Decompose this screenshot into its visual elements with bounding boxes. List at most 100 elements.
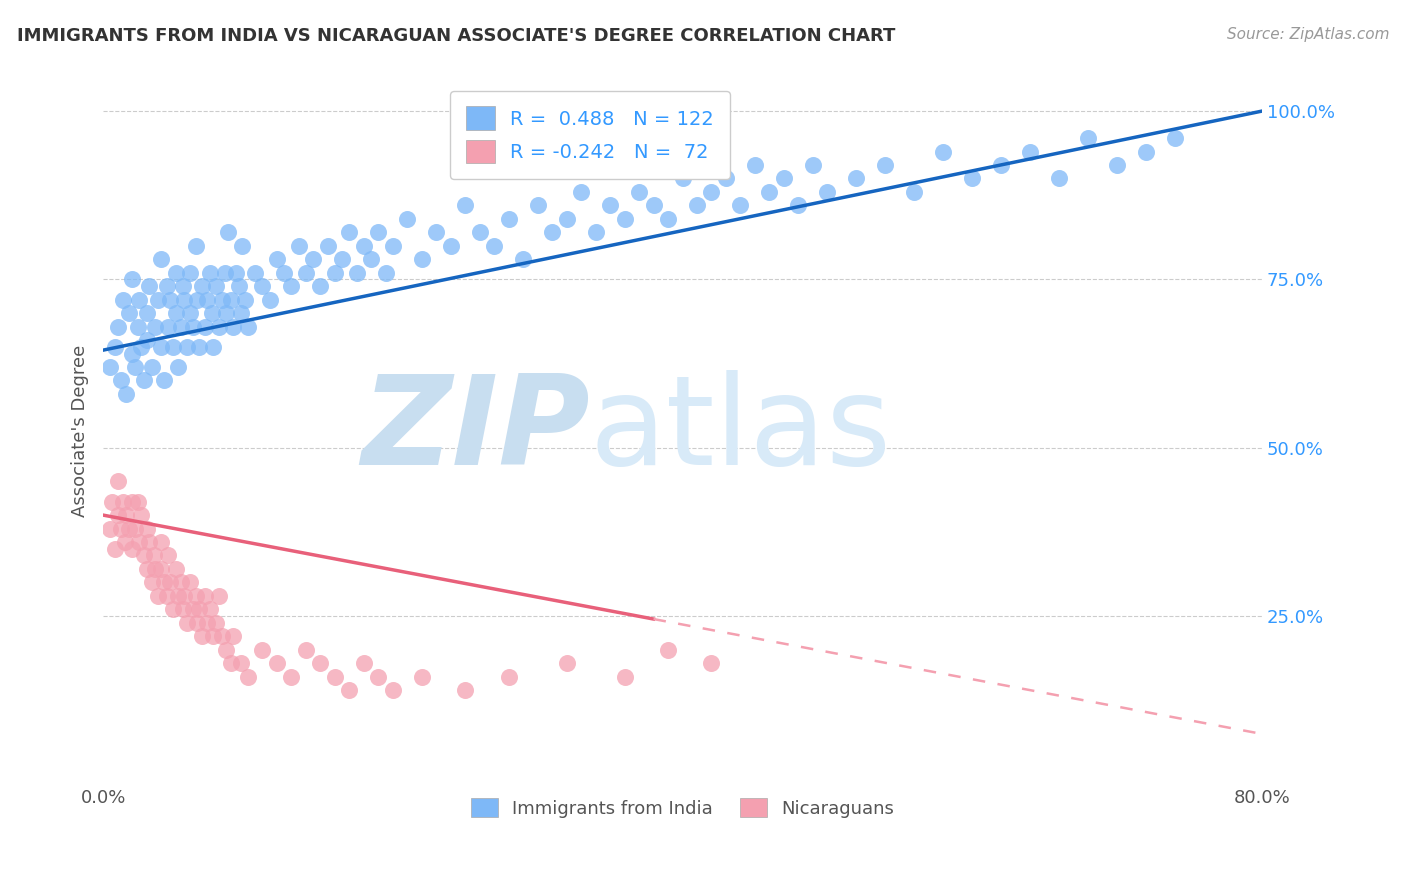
Point [184, 239, 207, 253]
Point [170, 319, 193, 334]
Point [222, 629, 245, 643]
Point [903, 185, 925, 199]
Point [129, 340, 152, 354]
Point [110, 373, 132, 387]
Point [323, 670, 346, 684]
Point [367, 670, 389, 684]
Point [167, 589, 190, 603]
Point [330, 252, 353, 267]
Point [176, 615, 198, 630]
Point [181, 319, 204, 334]
Point [585, 225, 607, 239]
Point [135, 522, 157, 536]
Point [845, 171, 868, 186]
Point [337, 683, 360, 698]
Point [170, 575, 193, 590]
Point [150, 562, 173, 576]
Point [112, 494, 135, 508]
Point [309, 657, 332, 671]
Point [440, 239, 463, 253]
Point [142, 549, 165, 563]
Point [107, 475, 129, 489]
Point [787, 198, 810, 212]
Point [468, 225, 491, 239]
Point [146, 293, 169, 307]
Point [215, 306, 238, 320]
Text: Source: ZipAtlas.com: Source: ZipAtlas.com [1226, 27, 1389, 42]
Point [287, 239, 309, 253]
Point [815, 185, 838, 199]
Point [555, 657, 578, 671]
Point [700, 657, 723, 671]
Point [193, 589, 215, 603]
Point [190, 279, 212, 293]
Point [157, 319, 180, 334]
Point [146, 589, 169, 603]
Point [156, 279, 179, 293]
Point [730, 198, 752, 212]
Point [219, 657, 242, 671]
Point [187, 602, 209, 616]
Point [1105, 158, 1128, 172]
Point [229, 657, 252, 671]
Point [295, 266, 318, 280]
Y-axis label: Associate's Degree: Associate's Degree [72, 345, 89, 517]
Point [186, 615, 208, 630]
Point [245, 266, 267, 280]
Point [124, 522, 146, 536]
Point [153, 373, 176, 387]
Point [127, 494, 149, 508]
Point [202, 629, 225, 643]
Point [208, 319, 231, 334]
Point [173, 589, 195, 603]
Point [104, 340, 127, 354]
Point [135, 562, 157, 576]
Point [381, 683, 404, 698]
Point [700, 185, 723, 199]
Point [179, 575, 201, 590]
Point [295, 642, 318, 657]
Point [228, 279, 250, 293]
Point [273, 266, 295, 280]
Point [143, 319, 166, 334]
Point [222, 319, 245, 334]
Point [744, 158, 766, 172]
Point [323, 266, 346, 280]
Point [302, 252, 325, 267]
Point [121, 346, 143, 360]
Point [381, 239, 404, 253]
Point [990, 158, 1012, 172]
Point [1077, 131, 1099, 145]
Point [197, 293, 219, 307]
Point [411, 670, 433, 684]
Point [266, 657, 288, 671]
Point [115, 508, 138, 522]
Point [346, 266, 368, 280]
Point [118, 522, 141, 536]
Point [1047, 171, 1070, 186]
Point [121, 494, 143, 508]
Point [266, 252, 288, 267]
Legend: Immigrants from India, Nicaraguans: Immigrants from India, Nicaraguans [464, 791, 901, 825]
Point [801, 158, 824, 172]
Point [138, 279, 160, 293]
Point [236, 319, 259, 334]
Point [172, 279, 194, 293]
Point [353, 657, 375, 671]
Point [100, 359, 122, 374]
Point [143, 562, 166, 576]
Point [115, 387, 138, 401]
Point [150, 535, 173, 549]
Point [167, 359, 190, 374]
Point [252, 279, 274, 293]
Point [121, 272, 143, 286]
Point [353, 239, 375, 253]
Point [214, 266, 236, 280]
Point [484, 239, 506, 253]
Point [215, 642, 238, 657]
Point [569, 185, 592, 199]
Point [773, 171, 796, 186]
Point [252, 642, 274, 657]
Point [128, 293, 150, 307]
Point [628, 185, 651, 199]
